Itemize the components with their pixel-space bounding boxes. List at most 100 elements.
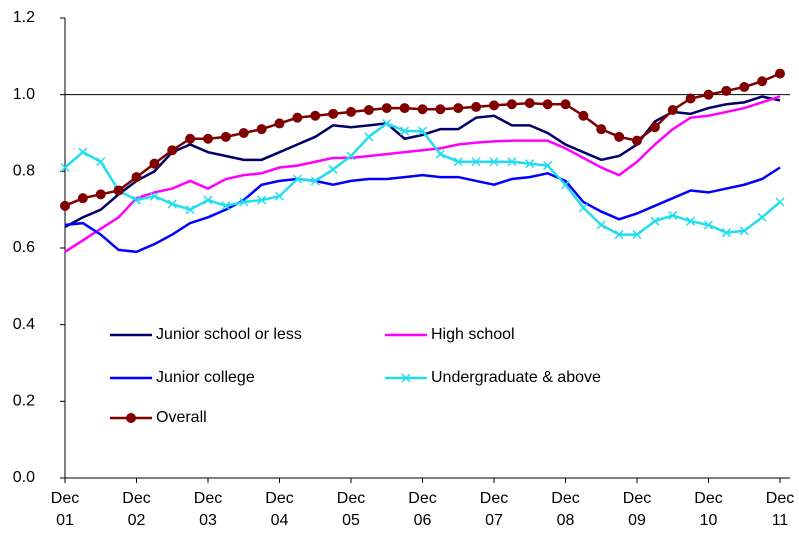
point-marker xyxy=(220,131,231,142)
point-marker xyxy=(292,174,302,184)
point-marker xyxy=(381,103,392,114)
point-marker xyxy=(524,98,535,109)
point-marker xyxy=(167,199,177,209)
point-marker xyxy=(399,103,410,114)
point-marker xyxy=(685,93,696,104)
point-marker xyxy=(435,104,446,115)
point-marker xyxy=(310,110,321,121)
y-tick-label: 1.2 xyxy=(13,9,35,26)
series-line xyxy=(64,166,781,254)
point-marker xyxy=(578,110,589,121)
point-marker xyxy=(256,124,267,135)
point-marker xyxy=(667,105,678,115)
point-marker xyxy=(60,162,70,173)
point-marker xyxy=(274,191,285,201)
point-marker xyxy=(668,210,678,220)
point-marker xyxy=(560,180,571,190)
point-marker xyxy=(703,220,714,230)
point-marker xyxy=(95,189,106,200)
x-tick-label: Dec 11 xyxy=(765,490,795,529)
x-tick-label: Dec 10 xyxy=(694,490,723,529)
point-marker xyxy=(614,131,625,142)
x-tick-label: Dec 03 xyxy=(193,490,223,529)
point-marker xyxy=(60,200,70,211)
point-marker xyxy=(363,105,374,115)
y-tick-label: 1.0 xyxy=(13,86,35,103)
point-marker xyxy=(274,118,285,129)
point-marker xyxy=(578,203,588,213)
point-marker xyxy=(560,99,571,110)
x-tick-label: Dec 02 xyxy=(122,490,151,529)
point-marker xyxy=(650,216,660,226)
point-marker xyxy=(775,197,785,207)
point-marker xyxy=(149,191,159,201)
x-tick-label: Dec 06 xyxy=(408,490,437,529)
point-marker xyxy=(739,226,749,236)
point-marker xyxy=(525,159,535,169)
point-marker xyxy=(346,151,356,161)
point-marker xyxy=(721,228,731,238)
point-marker xyxy=(203,195,213,205)
point-marker xyxy=(238,128,249,138)
point-marker xyxy=(417,126,428,136)
point-marker xyxy=(239,197,249,207)
point-marker xyxy=(489,100,499,111)
point-marker xyxy=(131,172,142,183)
point-marker xyxy=(96,157,106,167)
point-marker xyxy=(543,161,553,171)
point-marker xyxy=(739,82,750,92)
point-marker xyxy=(185,205,195,215)
point-marker xyxy=(649,122,660,133)
series-line xyxy=(64,72,781,207)
point-marker xyxy=(126,413,136,423)
point-marker xyxy=(77,193,88,204)
x-tick-label: Dec 05 xyxy=(336,490,366,529)
point-marker xyxy=(417,104,428,115)
x-tick-label: Dec 01 xyxy=(50,490,80,529)
x-tick-label: Dec 04 xyxy=(265,490,294,529)
series-line xyxy=(64,95,781,253)
point-marker xyxy=(506,99,517,110)
point-marker xyxy=(775,68,785,79)
legend-label: Junior college xyxy=(156,369,255,386)
point-marker xyxy=(489,157,499,167)
legend-label: Overall xyxy=(156,409,207,426)
point-marker xyxy=(328,108,339,119)
point-marker xyxy=(453,157,463,167)
point-marker xyxy=(382,118,392,128)
point-marker xyxy=(292,112,303,123)
point-marker xyxy=(471,101,482,112)
x-tick-label: Dec 09 xyxy=(622,490,652,529)
point-marker xyxy=(453,103,464,114)
point-marker xyxy=(167,145,178,156)
point-marker xyxy=(721,85,732,96)
point-marker xyxy=(435,149,445,159)
point-marker xyxy=(400,126,410,136)
y-tick-label: 0.0 xyxy=(13,469,35,486)
series-line xyxy=(64,95,781,229)
legend-label: Junior school or less xyxy=(156,326,302,343)
point-marker xyxy=(185,133,196,144)
y-tick-label: 0.8 xyxy=(13,163,35,180)
point-marker xyxy=(346,106,356,117)
point-marker xyxy=(310,176,320,186)
y-tick-label: 0.4 xyxy=(13,316,35,333)
point-marker xyxy=(203,133,213,144)
point-marker xyxy=(596,124,607,135)
point-marker xyxy=(686,216,696,226)
point-marker xyxy=(703,89,714,100)
point-marker xyxy=(149,158,160,169)
point-marker xyxy=(131,195,142,205)
y-tick-label: 0.6 xyxy=(13,239,35,256)
point-marker xyxy=(401,373,411,383)
point-marker xyxy=(596,220,606,230)
point-marker xyxy=(614,230,624,240)
point-marker xyxy=(364,132,374,142)
point-marker xyxy=(257,195,267,205)
point-marker xyxy=(542,99,553,110)
x-tick-label: Dec 07 xyxy=(479,490,509,529)
point-marker xyxy=(221,201,231,211)
y-tick-label: 0.2 xyxy=(13,393,35,410)
point-marker xyxy=(757,212,767,222)
